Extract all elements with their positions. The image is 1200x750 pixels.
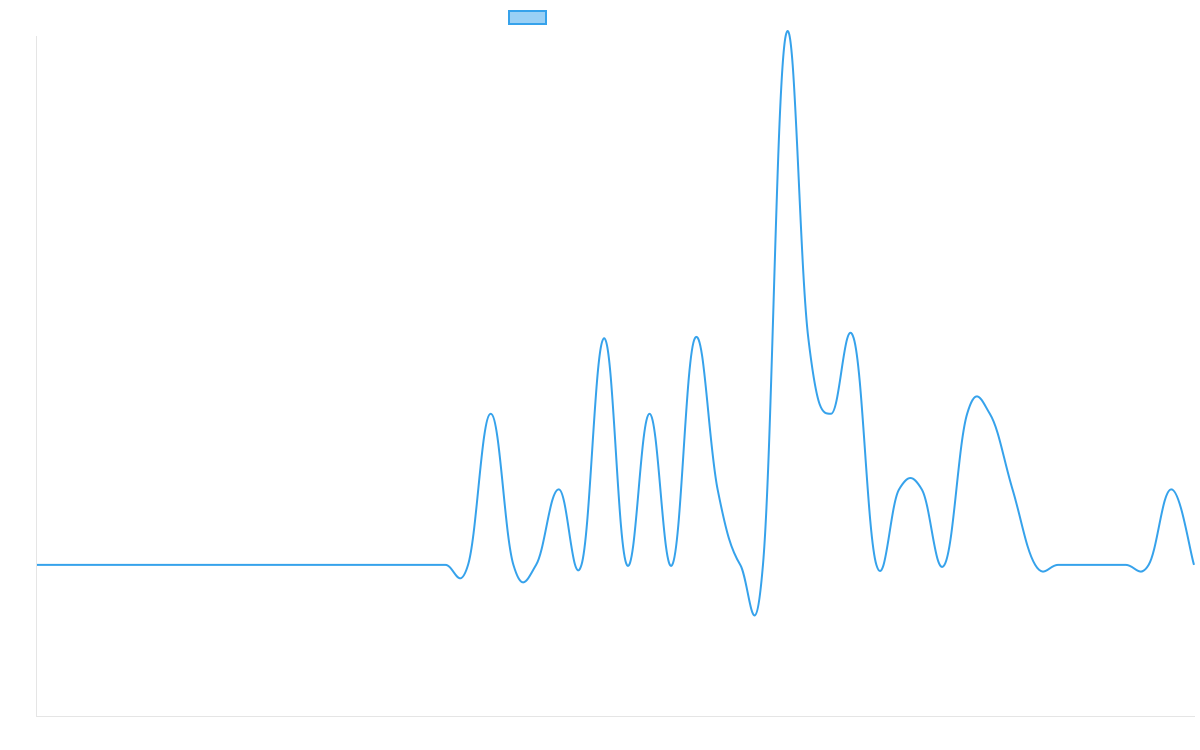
data-point-10[interactable]	[258, 559, 270, 571]
data-point-4[interactable]	[122, 559, 134, 571]
data-point-1[interactable]	[54, 559, 66, 571]
data-point-28[interactable]	[666, 559, 678, 571]
data-point-23[interactable]	[553, 483, 565, 495]
data-point-51[interactable]	[1188, 559, 1200, 571]
data-point-14[interactable]	[349, 559, 361, 571]
series-line-0	[37, 30, 1195, 617]
data-point-2[interactable]	[76, 559, 88, 571]
data-point-41[interactable]	[961, 408, 973, 420]
series-layer	[31, 30, 1200, 617]
data-point-43[interactable]	[1007, 483, 1019, 495]
data-point-9[interactable]	[235, 559, 247, 571]
data-point-17[interactable]	[417, 559, 429, 571]
data-point-0[interactable]	[31, 559, 43, 571]
data-point-38[interactable]	[893, 483, 905, 495]
data-point-48[interactable]	[1120, 559, 1132, 571]
data-point-31[interactable]	[734, 559, 746, 571]
data-point-33[interactable]	[780, 30, 792, 42]
data-point-3[interactable]	[99, 559, 111, 571]
data-point-25[interactable]	[598, 332, 610, 344]
data-point-12[interactable]	[303, 559, 315, 571]
data-point-21[interactable]	[507, 559, 519, 571]
data-point-11[interactable]	[281, 559, 293, 571]
data-point-30[interactable]	[712, 483, 724, 495]
data-point-42[interactable]	[984, 408, 996, 420]
data-point-37[interactable]	[870, 559, 882, 571]
data-point-34[interactable]	[802, 332, 814, 344]
data-point-44[interactable]	[1029, 559, 1041, 571]
data-point-20[interactable]	[485, 408, 497, 420]
data-point-18[interactable]	[439, 559, 451, 571]
data-point-50[interactable]	[1165, 483, 1177, 495]
data-point-26[interactable]	[621, 559, 633, 571]
data-point-49[interactable]	[1143, 559, 1155, 571]
data-point-46[interactable]	[1075, 559, 1087, 571]
data-point-16[interactable]	[394, 559, 406, 571]
data-point-45[interactable]	[1052, 559, 1064, 571]
data-point-35[interactable]	[825, 408, 837, 420]
data-point-24[interactable]	[575, 559, 587, 571]
data-point-47[interactable]	[1097, 559, 1109, 571]
data-point-32[interactable]	[757, 559, 769, 571]
data-point-22[interactable]	[530, 559, 542, 571]
data-point-39[interactable]	[916, 483, 928, 495]
data-point-6[interactable]	[167, 559, 179, 571]
data-point-40[interactable]	[938, 559, 950, 571]
data-point-15[interactable]	[371, 559, 383, 571]
data-point-7[interactable]	[190, 559, 202, 571]
data-point-19[interactable]	[462, 559, 474, 571]
data-point-36[interactable]	[848, 332, 860, 344]
legend-swatch[interactable]	[508, 10, 547, 25]
data-point-29[interactable]	[689, 332, 701, 344]
data-point-13[interactable]	[326, 559, 338, 571]
data-point-8[interactable]	[212, 559, 224, 571]
data-point-27[interactable]	[644, 408, 656, 420]
data-point-5[interactable]	[144, 559, 156, 571]
